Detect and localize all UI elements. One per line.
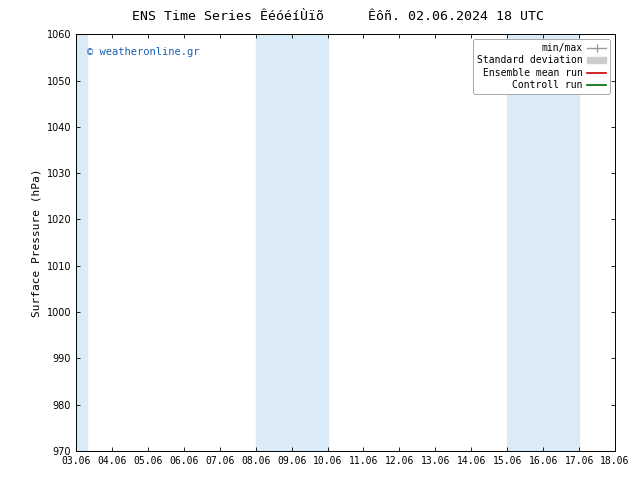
Bar <box>256 34 328 451</box>
Bar <box>507 34 579 451</box>
Text: © weatheronline.gr: © weatheronline.gr <box>87 47 199 57</box>
Text: Êôñ. 02.06.2024 18 UTC: Êôñ. 02.06.2024 18 UTC <box>368 10 545 23</box>
Legend: min/max, Standard deviation, Ensemble mean run, Controll run: min/max, Standard deviation, Ensemble me… <box>473 39 610 94</box>
Y-axis label: Surface Pressure (hPa): Surface Pressure (hPa) <box>31 168 41 317</box>
Bar <box>76 34 87 451</box>
Text: ENS Time Series ÊéóéíÙïõ: ENS Time Series ÊéóéíÙïõ <box>133 10 324 23</box>
